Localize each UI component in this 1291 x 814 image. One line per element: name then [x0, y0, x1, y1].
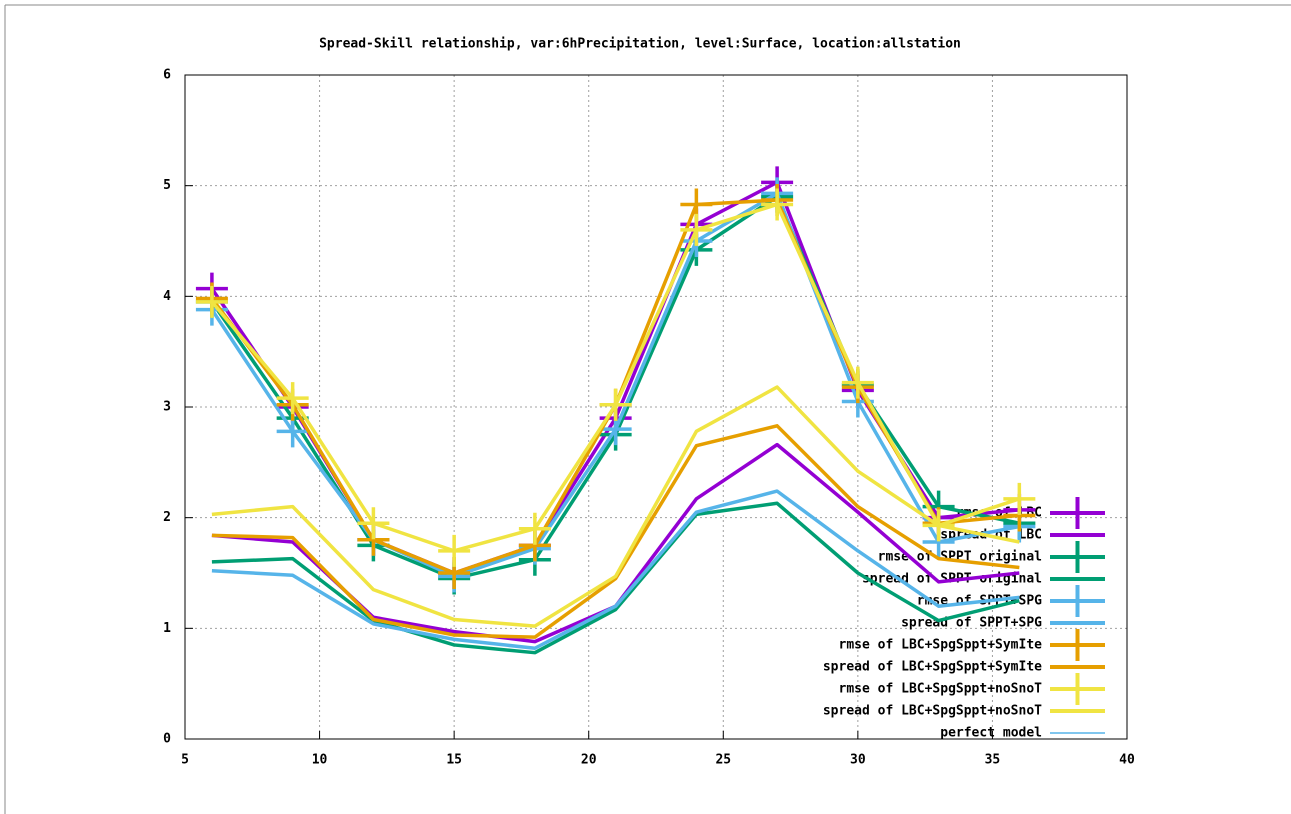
legend-marker	[1061, 629, 1094, 661]
legend-label: rmse of SPPT original	[878, 550, 1042, 565]
series-line	[211, 385, 1020, 628]
plot-border	[184, 74, 1128, 740]
series-line	[211, 424, 1020, 639]
legend-label: spread of LBC+SpgSppt+noSnoT	[823, 704, 1042, 719]
point-marker	[761, 188, 794, 221]
x-tick-label: 5	[181, 753, 189, 768]
point-marker	[599, 388, 632, 421]
legend-label: rmse of LBC+SpgSppt+SymIte	[839, 638, 1043, 653]
legend-marker	[1061, 673, 1094, 705]
y-tick-label: 4	[163, 289, 171, 304]
point-marker	[680, 213, 713, 246]
x-tick-label: 35	[985, 753, 1001, 768]
x-tick-label: 30	[850, 753, 866, 768]
x-tick-label: 15	[446, 753, 462, 768]
point-marker	[841, 366, 874, 399]
point-marker	[518, 512, 551, 545]
legend-marker	[1061, 541, 1094, 573]
x-tick-label: 20	[581, 753, 597, 768]
x-tick-label: 25	[715, 753, 731, 768]
y-tick-label: 6	[163, 68, 171, 83]
y-tick-label: 5	[163, 178, 171, 193]
series-line	[211, 501, 1020, 655]
y-tick-label: 1	[163, 621, 171, 636]
y-tick-label: 3	[163, 400, 171, 415]
point-marker	[276, 382, 309, 415]
legend-label: rmse of LBC+SpgSppt+noSnoT	[839, 682, 1043, 697]
point-marker	[195, 285, 228, 318]
y-tick-label: 0	[163, 732, 171, 747]
legend-marker	[1061, 497, 1094, 529]
legend-marker	[1061, 585, 1094, 617]
point-marker	[357, 507, 390, 540]
legend-label: spread of SPPT+SPG	[901, 616, 1042, 631]
series-line	[211, 489, 1020, 651]
point-marker	[438, 534, 471, 567]
legend-label: spread of LBC+SpgSppt+SymIte	[823, 660, 1042, 675]
x-tick-label: 40	[1119, 753, 1135, 768]
chart-title: Spread-Skill relationship, var:6hPrecipi…	[319, 37, 961, 52]
point-marker	[1003, 482, 1036, 515]
y-tick-label: 2	[163, 510, 171, 525]
legend-label: perfect model	[940, 726, 1042, 741]
x-tick-label: 10	[312, 753, 328, 768]
